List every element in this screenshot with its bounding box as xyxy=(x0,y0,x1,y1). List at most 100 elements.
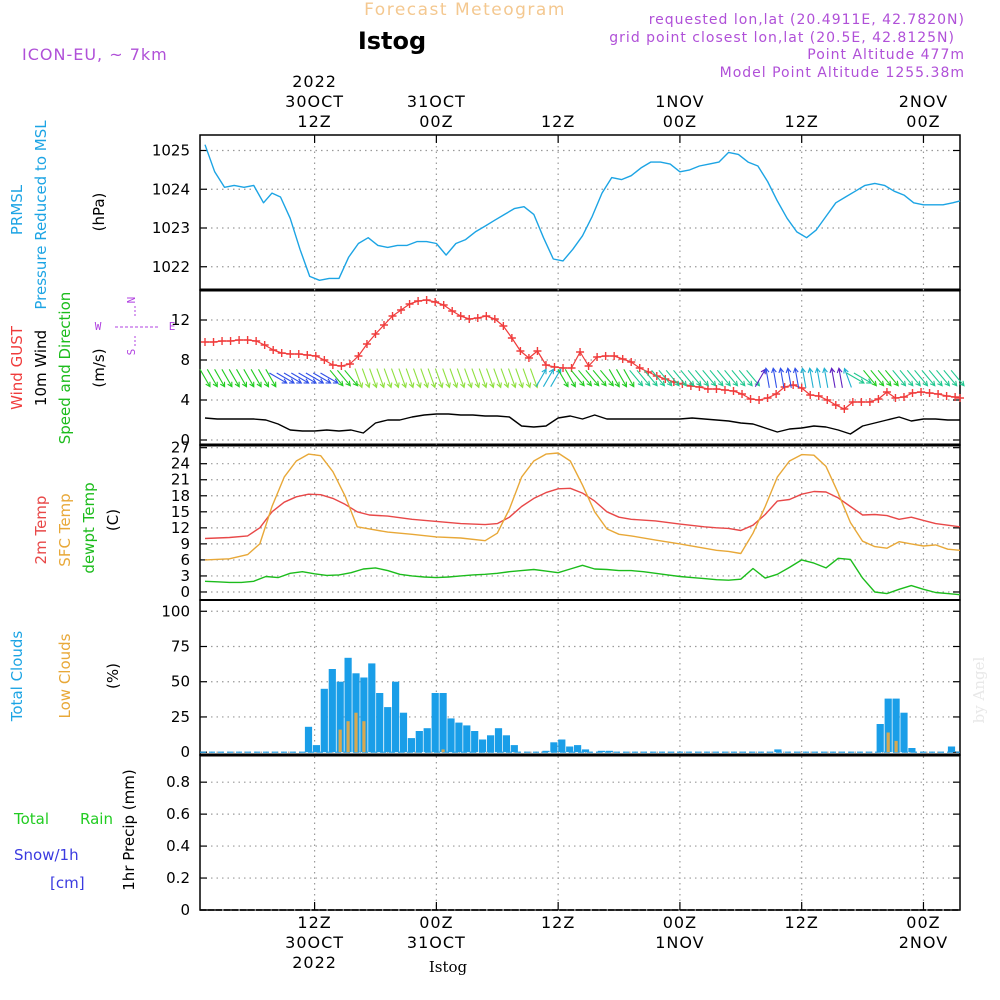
gust-marker xyxy=(448,307,457,315)
wind-direction-arrow xyxy=(899,369,914,387)
gust-marker xyxy=(831,401,840,409)
compass-s: S xyxy=(125,349,138,356)
total-cloud-bar xyxy=(494,728,503,753)
wind-direction-arrow xyxy=(471,368,481,389)
total-cloud-bar xyxy=(876,724,884,753)
dewpt-temp-line xyxy=(204,557,961,596)
y-tick-label: 75 xyxy=(171,638,190,656)
wind-direction-arrow xyxy=(578,369,593,387)
total-cloud-bar xyxy=(376,693,384,753)
y-tick-label: 0.8 xyxy=(166,773,190,791)
wind-direction-arrow xyxy=(863,369,878,387)
wind-direction-arrow xyxy=(616,369,628,388)
gust-marker xyxy=(507,334,516,342)
gust-marker xyxy=(738,390,747,398)
wind-direction-arrow xyxy=(221,369,233,388)
gust-marker xyxy=(243,336,252,344)
total-cloud-bar xyxy=(479,739,487,753)
precip-unit-label: 1hr Precip (mm) xyxy=(120,769,138,890)
precip-panel-frame xyxy=(199,754,961,911)
compass-e: E xyxy=(169,320,176,333)
low-cloud-bar xyxy=(441,749,445,753)
wind-direction-arrow xyxy=(265,369,277,388)
total-cloud-bar xyxy=(510,745,518,753)
wind-direction-arrow xyxy=(305,372,325,384)
total-cloud-bar xyxy=(423,728,431,753)
wind-direction-arrow xyxy=(754,368,766,387)
wind-direction-arrow xyxy=(515,368,524,389)
total-cloud-bar xyxy=(574,745,582,753)
station-title: Istog xyxy=(358,27,426,55)
total-cloud-bar xyxy=(597,750,605,753)
gust-marker xyxy=(439,301,448,309)
total-clouds-label: Total Clouds xyxy=(8,631,26,723)
y-tick-label: 1023 xyxy=(152,219,190,237)
wind-direction-arrow xyxy=(724,369,739,387)
time-tick-label: 1NOV xyxy=(655,933,704,952)
wind-direction-arrow xyxy=(771,367,778,388)
wind-direction-arrow xyxy=(243,369,255,388)
gust-marker xyxy=(422,296,431,304)
pressure-label: Pressure Reduced to MSL xyxy=(32,120,50,310)
gust-marker xyxy=(956,394,964,402)
wind-speed-line xyxy=(204,413,960,435)
wind-direction-arrow xyxy=(853,372,873,384)
gust-marker xyxy=(524,354,533,362)
pressure-panel: 1022 1023 1024 1025 xyxy=(152,142,961,281)
requested-coords: requested lon,lat (20.4911E, 42.7820N) xyxy=(649,12,965,28)
time-tick-label: 00Z xyxy=(906,913,940,932)
wind-direction-arrow xyxy=(716,369,731,387)
time-tick-label: 2022 xyxy=(292,72,337,91)
wind-direction-arrow xyxy=(870,369,885,387)
wind-direction-arrow xyxy=(390,368,400,389)
gust-marker xyxy=(533,347,542,355)
total-cloud-bar xyxy=(392,681,400,753)
wind-direction-arrow xyxy=(846,372,865,384)
wind-direction-arrow xyxy=(877,369,892,387)
total-cloud-bar xyxy=(336,681,344,753)
time-tick-label: 00Z xyxy=(663,913,697,932)
gust-marker xyxy=(473,314,482,322)
wind-direction-arrow xyxy=(376,368,386,389)
wind-direction-arrow xyxy=(329,369,344,387)
wind-direction-arrow xyxy=(763,367,770,388)
compass-w: W xyxy=(95,320,102,333)
time-tick-label: 1NOV xyxy=(655,92,704,111)
total-cloud-bar xyxy=(502,735,510,753)
credit-watermark: by Angel xyxy=(970,656,988,723)
wind-direction-arrow xyxy=(283,372,303,384)
time-tick-label: 30OCT xyxy=(285,92,344,111)
total-cloud-bar xyxy=(605,750,613,753)
gust-marker xyxy=(559,364,568,372)
dewpt-temp-label: dewpt Temp xyxy=(80,482,98,573)
wind-direction-arrow xyxy=(807,367,814,388)
wind-direction-arrow xyxy=(814,367,822,388)
y-tick-label: 18 xyxy=(171,487,190,505)
low-cloud-bar xyxy=(354,712,358,753)
gust-marker xyxy=(755,396,764,404)
wind-direction-arrow xyxy=(643,369,658,387)
gust-marker xyxy=(269,346,278,354)
wind-direction-arrow xyxy=(312,372,332,384)
point-altitude: Point Altitude 477m xyxy=(807,47,965,63)
wind-direction-arrow xyxy=(623,369,635,388)
gust-marker xyxy=(337,362,346,370)
y-tick-label: 0 xyxy=(180,901,190,919)
gust-marker xyxy=(252,337,261,345)
gust-marker xyxy=(371,330,380,338)
wind-direction-arrow xyxy=(658,369,673,387)
temp-panel-frame xyxy=(199,444,961,601)
y-tick-label: 21 xyxy=(171,471,190,489)
time-tick-label: 2NOV xyxy=(899,933,948,952)
ms-unit-label: (m/s) xyxy=(90,348,108,387)
snow-unit-label: [cm] xyxy=(50,874,85,892)
wind-direction-arrow xyxy=(709,369,724,387)
low-cloud-bar xyxy=(338,729,342,753)
y-tick-label: 0.4 xyxy=(166,837,190,855)
wind-direction-arrow xyxy=(892,369,907,387)
gust-marker xyxy=(303,351,312,359)
y-tick-label: 0 xyxy=(180,431,190,449)
